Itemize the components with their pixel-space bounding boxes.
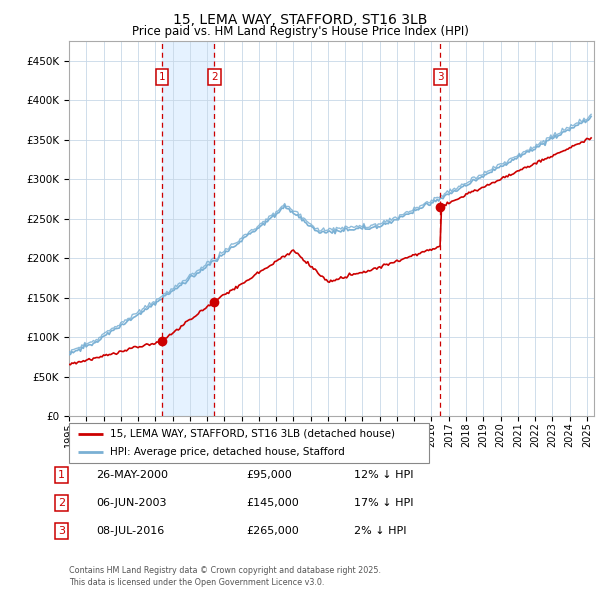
Text: 2: 2	[211, 72, 218, 82]
Text: £95,000: £95,000	[246, 470, 292, 480]
Text: 06-JUN-2003: 06-JUN-2003	[96, 498, 167, 507]
Text: £145,000: £145,000	[246, 498, 299, 507]
Text: 12% ↓ HPI: 12% ↓ HPI	[354, 470, 413, 480]
Text: 26-MAY-2000: 26-MAY-2000	[96, 470, 168, 480]
FancyBboxPatch shape	[69, 423, 429, 463]
Text: 15, LEMA WAY, STAFFORD, ST16 3LB (detached house): 15, LEMA WAY, STAFFORD, ST16 3LB (detach…	[110, 429, 395, 439]
Text: £265,000: £265,000	[246, 526, 299, 536]
Text: Contains HM Land Registry data © Crown copyright and database right 2025.
This d: Contains HM Land Registry data © Crown c…	[69, 566, 381, 587]
Text: 1: 1	[159, 72, 166, 82]
Text: 08-JUL-2016: 08-JUL-2016	[96, 526, 164, 536]
Text: Price paid vs. HM Land Registry's House Price Index (HPI): Price paid vs. HM Land Registry's House …	[131, 25, 469, 38]
Bar	[162, 41, 214, 416]
Text: 15, LEMA WAY, STAFFORD, ST16 3LB: 15, LEMA WAY, STAFFORD, ST16 3LB	[173, 13, 427, 27]
Text: 3: 3	[58, 526, 65, 536]
Text: 3: 3	[437, 72, 444, 82]
Text: 17% ↓ HPI: 17% ↓ HPI	[354, 498, 413, 507]
Text: 1: 1	[58, 470, 65, 480]
Text: HPI: Average price, detached house, Stafford: HPI: Average price, detached house, Staf…	[110, 447, 345, 457]
Text: 2% ↓ HPI: 2% ↓ HPI	[354, 526, 407, 536]
Text: 2: 2	[58, 498, 65, 507]
